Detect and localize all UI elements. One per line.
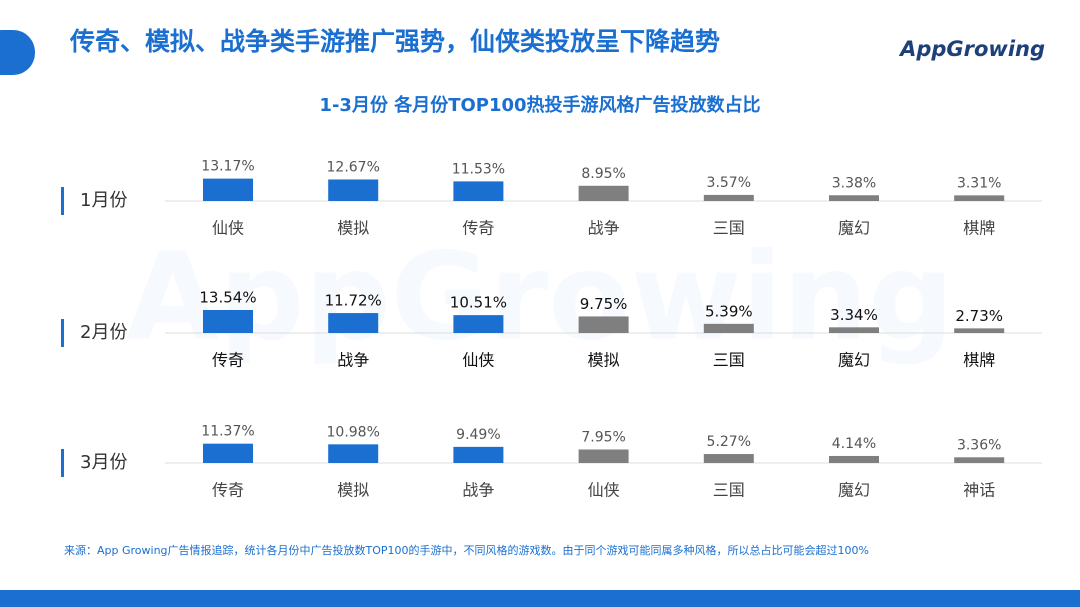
value-label: 7.95% <box>581 429 625 445</box>
logo: AppGrowing <box>898 37 1045 61</box>
category-label: 仙侠 <box>462 351 494 370</box>
footer-band <box>0 590 1080 607</box>
bar <box>453 181 504 201</box>
value-label: 13.17% <box>201 159 254 175</box>
header-title: 传奇、模拟、战争类手游推广强势，仙侠类投放呈下降趋势 <box>69 27 720 56</box>
bar <box>328 313 379 333</box>
category-label: 传奇 <box>462 219 494 238</box>
value-label: 9.49% <box>456 427 500 443</box>
category-label: 模拟 <box>588 351 620 370</box>
bar <box>453 315 504 333</box>
bar <box>703 323 754 333</box>
bar <box>703 194 754 201</box>
value-label: 10.51% <box>450 294 507 312</box>
category-label: 神话 <box>963 481 995 500</box>
value-label: 3.36% <box>957 437 1001 453</box>
value-label: 3.57% <box>707 175 751 191</box>
value-label: 3.38% <box>832 175 876 191</box>
bar <box>703 454 754 463</box>
category-label: 战争 <box>588 219 620 238</box>
bar <box>829 455 879 463</box>
row-marker <box>61 449 64 477</box>
value-label: 11.37% <box>201 424 254 440</box>
source: 来源：App Growing广告情报追踪，统计各月份中广告投放数TOP100的手… <box>64 543 869 557</box>
value-label: 9.75% <box>580 295 628 313</box>
value-label: 5.27% <box>707 434 751 450</box>
value-label: 11.53% <box>452 161 505 177</box>
category-label: 仙侠 <box>588 481 620 500</box>
bar <box>203 443 253 463</box>
category-label: 棋牌 <box>963 219 995 238</box>
row-label: 3月份 <box>80 452 127 473</box>
bar <box>203 178 253 201</box>
value-label: 10.98% <box>327 424 380 440</box>
bar <box>829 327 879 333</box>
category-label: 魔幻 <box>838 481 870 500</box>
category-label: 模拟 <box>337 481 369 500</box>
bar <box>328 179 379 201</box>
bar <box>954 457 1005 463</box>
category-label: 三国 <box>713 351 745 370</box>
category-label: 仙侠 <box>212 219 244 238</box>
row-label: 1月份 <box>80 190 127 211</box>
value-label: 12.67% <box>327 159 380 175</box>
category-label: 三国 <box>713 219 745 238</box>
value-label: 2.73% <box>955 307 1003 325</box>
category-label: 魔幻 <box>838 351 870 370</box>
row-marker <box>61 319 64 347</box>
category-label: 模拟 <box>337 219 369 238</box>
value-label: 11.72% <box>325 292 382 310</box>
bar <box>954 328 1005 333</box>
category-label: 战争 <box>337 351 369 370</box>
row-label: 2月份 <box>80 322 127 343</box>
category-label: 传奇 <box>212 351 244 370</box>
row-marker <box>61 187 64 215</box>
bar <box>328 444 379 463</box>
value-label: 3.31% <box>957 175 1001 191</box>
category-label: 三国 <box>713 481 745 500</box>
category-label: 战争 <box>462 481 494 500</box>
bar <box>829 195 879 201</box>
bar <box>954 195 1005 201</box>
bar <box>453 446 504 463</box>
category-label: 魔幻 <box>838 219 870 238</box>
value-label: 5.39% <box>705 302 753 320</box>
value-label: 13.54% <box>199 288 256 306</box>
header-pill <box>0 30 35 75</box>
category-label: 传奇 <box>212 481 244 500</box>
bar <box>578 316 629 333</box>
value-label: 8.95% <box>581 166 625 182</box>
bar <box>203 309 253 333</box>
category-label: 棋牌 <box>963 351 995 370</box>
value-label: 3.34% <box>830 306 878 324</box>
value-label: 4.14% <box>832 436 876 452</box>
watermark: AppGrowing <box>126 229 954 368</box>
chart-title: 1-3月份 各月份TOP100热投手游风格广告投放数占比 <box>319 94 760 116</box>
bar <box>578 185 629 201</box>
bar <box>578 449 629 463</box>
